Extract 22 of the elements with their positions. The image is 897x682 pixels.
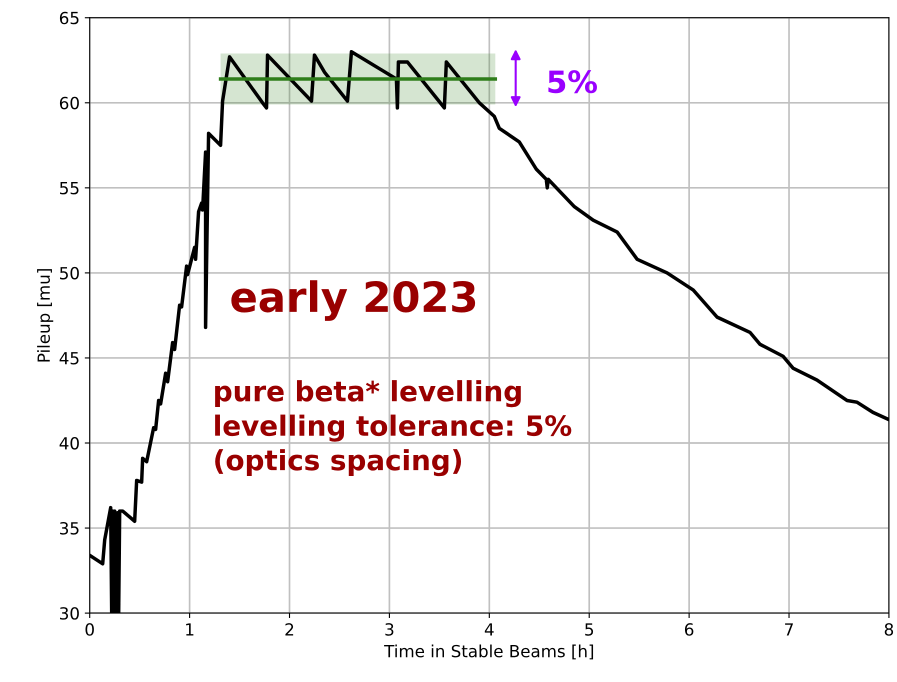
y-tick-label: 60	[60, 96, 79, 110]
annotation: pure beta* levelling levelling tolerance: 5% (optics spacing)	[215, 380, 572, 476]
x-tick-label: 1	[186, 623, 194, 636]
x-axis-title: Time in Stable Beams [h]	[384, 644, 594, 660]
x-tick-label: 0	[85, 623, 94, 636]
y-tick-label: 45	[60, 352, 79, 365]
x-tick-label: 3	[385, 623, 394, 636]
y-axis-title: Pileup [mu]	[37, 269, 54, 362]
y-tick-label: 50	[60, 266, 79, 280]
x-tick-label: 8	[884, 623, 894, 636]
y-tick-label: 40	[60, 436, 79, 450]
x-tick-label: 4	[484, 623, 494, 636]
y-tick-label: 65	[60, 12, 79, 24]
y-tick-label: 55	[60, 182, 79, 194]
annotation: 5%	[548, 70, 597, 94]
x-tick-label: 5	[585, 623, 594, 636]
x-tick-label: 7	[785, 623, 793, 636]
annotation: early 2023	[231, 280, 476, 321]
x-tick-label: 2	[285, 623, 294, 636]
y-tick-label: 35	[60, 522, 79, 535]
x-tick-label: 6	[684, 623, 694, 636]
y-tick-label: 30	[60, 607, 79, 620]
